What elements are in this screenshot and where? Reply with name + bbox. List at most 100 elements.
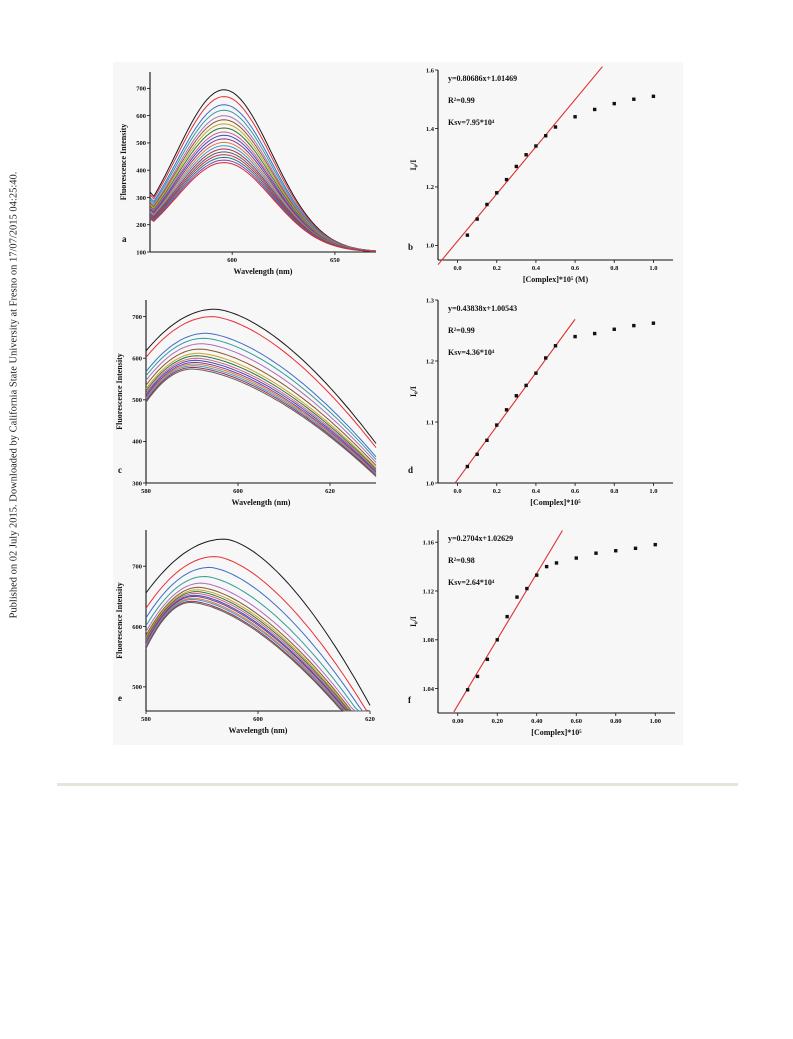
spectrum-curve-10 bbox=[145, 594, 370, 712]
data-point bbox=[653, 542, 657, 547]
y-axis-label: I₀/I bbox=[409, 160, 418, 171]
data-point bbox=[554, 561, 559, 565]
x-tick-label: 0.0 bbox=[454, 488, 462, 495]
spectrum-curve-4 bbox=[145, 575, 370, 712]
x-tick-label: 600 bbox=[227, 257, 237, 264]
x-tick-label: 0.00 bbox=[452, 718, 463, 725]
annotation-3: Ksv=2.64*10⁴ bbox=[448, 578, 495, 587]
y-axis-label: I₀/I bbox=[409, 616, 418, 627]
data-point bbox=[534, 144, 538, 148]
data-point bbox=[475, 217, 479, 221]
data-point bbox=[495, 191, 499, 195]
data-point bbox=[614, 549, 618, 553]
x-tick-label: 600 bbox=[233, 488, 243, 495]
fit-line bbox=[455, 318, 576, 483]
spectrum-curve-6 bbox=[145, 348, 377, 466]
data-point bbox=[475, 674, 480, 679]
data-point bbox=[514, 394, 519, 398]
data-point bbox=[632, 323, 636, 328]
data-point bbox=[505, 614, 509, 619]
data-point bbox=[544, 134, 548, 138]
side-note: Published on 02 July 2015. Downloaded by… bbox=[2, 0, 26, 1039]
data-point bbox=[524, 153, 528, 157]
y-tick-label: 700 bbox=[132, 564, 142, 571]
fit-line bbox=[453, 530, 563, 713]
spectrum-curve-8 bbox=[145, 591, 370, 712]
data-point bbox=[544, 564, 549, 569]
y-tick-label: 100 bbox=[136, 249, 146, 256]
spectrum-curve-5 bbox=[145, 343, 377, 463]
x-tick-label: 0.6 bbox=[571, 265, 580, 272]
y-tick-label: 400 bbox=[132, 439, 142, 446]
spectrum-curve-7 bbox=[145, 589, 370, 712]
y-tick-label: 700 bbox=[136, 86, 146, 93]
data-point bbox=[632, 97, 636, 101]
y-tick-label: 400 bbox=[136, 167, 146, 174]
spectrum-curve-11 bbox=[145, 361, 377, 474]
y-tick-label: 1.0 bbox=[426, 243, 434, 250]
spectrum-curve-6 bbox=[145, 586, 370, 712]
data-point bbox=[544, 356, 548, 360]
spectrum-curve-11 bbox=[145, 595, 370, 712]
data-point bbox=[574, 556, 578, 560]
spectrum-curve-7 bbox=[145, 352, 377, 469]
y-tick-label: 1.04 bbox=[423, 686, 435, 693]
data-point bbox=[524, 383, 528, 388]
x-axis-label: Wavelength (nm) bbox=[232, 498, 291, 507]
x-axis-label: Wavelength (nm) bbox=[229, 726, 288, 735]
spectrum-curve-1 bbox=[145, 538, 371, 706]
data-point bbox=[465, 688, 470, 692]
y-tick-label: 700 bbox=[132, 314, 142, 321]
spectrum-curve-12 bbox=[145, 363, 377, 475]
y-tick-label: 1.2 bbox=[426, 184, 434, 191]
data-point bbox=[535, 573, 539, 577]
y-tick-label: 500 bbox=[132, 397, 142, 404]
annotation-1: y=0.80686x+1.01469 bbox=[448, 74, 517, 83]
y-tick-label: 1.2 bbox=[426, 358, 434, 365]
x-tick-label: 0.2 bbox=[493, 265, 501, 272]
x-axis-label: [Complex]*10⁵ bbox=[530, 498, 581, 507]
spectrum-curve-4 bbox=[145, 337, 377, 460]
panel-d: 1.0 1.1 1.2 1.3 0.0 0.2 0.4 0.6 0.8 1.0 [Complex]*… bbox=[408, 297, 673, 507]
spectrum-curve-9 bbox=[145, 592, 370, 712]
data-point bbox=[592, 107, 597, 112]
data-point bbox=[592, 331, 597, 336]
panel-label: e bbox=[118, 693, 122, 703]
data-point bbox=[534, 371, 538, 375]
panel-label: c bbox=[118, 465, 122, 475]
spectrum-curve-2 bbox=[145, 316, 377, 448]
panel-c: 300 400 500 600 700 580 600 620 Wavelength (nm) F… bbox=[115, 300, 377, 507]
y-tick-label: 500 bbox=[132, 684, 142, 691]
y-axis-label: Fluorescence Intensity bbox=[115, 582, 124, 659]
spectrum-curve-9 bbox=[145, 357, 377, 471]
y-tick-label: 200 bbox=[136, 222, 146, 229]
y-tick-label: 1.3 bbox=[426, 297, 435, 304]
data-point bbox=[485, 202, 489, 207]
download-notice: Published on 02 July 2015. Downloaded by… bbox=[8, 171, 20, 619]
x-axis-label: Wavelength (nm) bbox=[234, 267, 293, 276]
spectrum-curve-15 bbox=[145, 601, 370, 712]
spectrum-curve-1 bbox=[145, 308, 377, 444]
divider-rule bbox=[57, 783, 738, 786]
spectrum-curve-15 bbox=[145, 368, 377, 477]
data-point bbox=[485, 657, 490, 662]
y-tick-label: 600 bbox=[136, 113, 146, 120]
data-point bbox=[475, 452, 479, 457]
data-point bbox=[525, 586, 529, 591]
figure: 100 200 300 400 500 600 700 600 650 Wavelength (n… bbox=[113, 62, 683, 745]
y-axis-label: I₀/I bbox=[409, 386, 418, 397]
x-tick-label: 580 bbox=[141, 488, 151, 495]
y-axis-label: Fluorescence Intensity bbox=[119, 124, 128, 201]
panel-f: 1.04 1.08 1.12 1.16 0.00 0.20 0.40 0.60 0.80 1.00… bbox=[408, 530, 675, 737]
data-point bbox=[594, 551, 598, 555]
x-tick-label: 0.6 bbox=[571, 488, 580, 495]
panel-b: 1.0 1.2 1.4 1.6 0.0 0.2 0.4 0.6 0.8 1.0 [Complex]*… bbox=[408, 66, 673, 284]
annotation-2: R²=0.99 bbox=[448, 96, 475, 105]
x-tick-label: 620 bbox=[325, 488, 335, 495]
annotation-1: y=0.43838x+1.00543 bbox=[448, 304, 517, 313]
panel-label: d bbox=[408, 465, 413, 475]
data-point bbox=[553, 344, 558, 348]
x-tick-label: 620 bbox=[365, 716, 375, 723]
figure-svg: 100 200 300 400 500 600 700 600 650 Wavelength (n… bbox=[115, 66, 675, 737]
panel-label: a bbox=[122, 234, 127, 244]
